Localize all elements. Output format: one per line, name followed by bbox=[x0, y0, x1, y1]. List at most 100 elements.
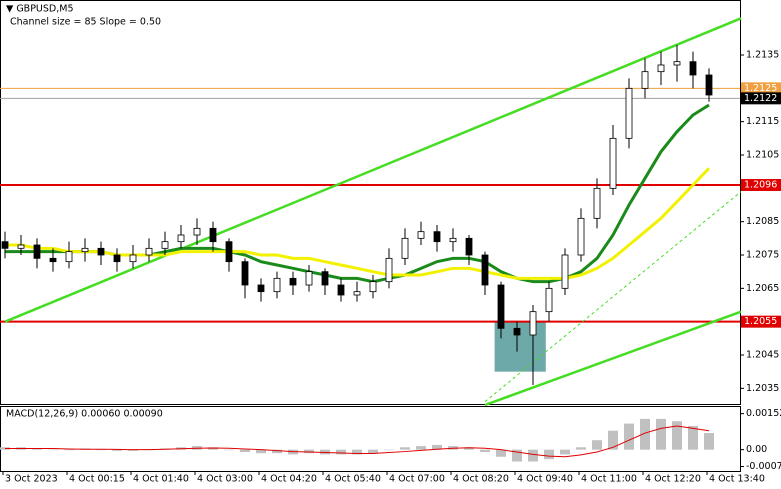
level-line-label-box bbox=[741, 315, 781, 328]
x-tick-label: 4 Oct 12:20 bbox=[645, 474, 701, 485]
y-tick-label: 1.2135 bbox=[746, 50, 779, 61]
macd-bar bbox=[240, 449, 250, 453]
candle-body bbox=[353, 291, 361, 296]
macd-signal bbox=[5, 425, 710, 458]
candle-body bbox=[417, 231, 425, 239]
candle-body bbox=[497, 284, 505, 329]
candle-body bbox=[273, 277, 281, 293]
macd-bar bbox=[496, 449, 506, 457]
candle-body bbox=[465, 237, 473, 256]
candle-body bbox=[337, 284, 345, 296]
candle-body bbox=[49, 257, 57, 263]
candle-body bbox=[513, 327, 521, 336]
macd-panel-frame bbox=[0, 406, 741, 472]
macd-y-tick-label: -0.00071 bbox=[746, 461, 781, 472]
macd-bar bbox=[96, 449, 106, 451]
candle-body bbox=[17, 244, 25, 249]
macd-bar bbox=[416, 446, 426, 450]
y-tick-label: 1.2105 bbox=[746, 150, 779, 161]
x-tick-label: 4 Oct 11:00 bbox=[581, 474, 637, 485]
candle-body bbox=[145, 247, 153, 256]
macd-y-tick-label: 0.00152 bbox=[746, 408, 781, 419]
candle-body bbox=[449, 237, 457, 243]
macd-bar bbox=[32, 448, 42, 450]
candle-body bbox=[529, 311, 537, 336]
macd-y-tick-label: 0.00 bbox=[746, 444, 767, 455]
macd-bar bbox=[544, 449, 554, 460]
candle-body bbox=[193, 227, 201, 236]
y-tick-label: 1.2065 bbox=[746, 283, 779, 294]
macd-bar bbox=[256, 449, 266, 454]
macd-bar bbox=[64, 449, 74, 451]
y-tick-label: 1.2035 bbox=[746, 383, 779, 394]
macd-label: MACD(12,26,9) 0.00060 0.00090 bbox=[6, 409, 163, 420]
candle-body bbox=[305, 271, 313, 286]
x-tick-label: 3 Oct 2023 bbox=[5, 474, 58, 485]
y-tick-label: 1.2045 bbox=[746, 350, 779, 361]
macd-bar bbox=[656, 418, 666, 450]
macd-bar bbox=[688, 425, 698, 450]
level-line-label: 1.2055 bbox=[744, 316, 777, 327]
candle-body bbox=[689, 61, 697, 76]
x-tick-label: 4 Oct 08:20 bbox=[453, 474, 509, 485]
candle-body bbox=[257, 284, 265, 293]
chart-title: ▼ GBPUSD,M5 bbox=[6, 4, 74, 15]
candle-body bbox=[1, 241, 9, 249]
macd-bar bbox=[384, 449, 394, 451]
macd-bar bbox=[432, 444, 442, 450]
x-tick-label: 4 Oct 01:40 bbox=[133, 474, 189, 485]
candle-body bbox=[545, 287, 553, 313]
macd-bar bbox=[368, 449, 378, 454]
macd-bar bbox=[480, 449, 490, 453]
x-tick-label: 4 Oct 13:40 bbox=[709, 474, 765, 485]
macd-bar bbox=[336, 449, 346, 455]
bid-line-label: 1.2122 bbox=[744, 93, 777, 104]
candle-body bbox=[225, 241, 233, 263]
candle-body bbox=[657, 64, 665, 73]
candle-body bbox=[561, 254, 569, 289]
candle-body bbox=[241, 261, 249, 286]
x-tick-label: 4 Oct 03:00 bbox=[197, 474, 253, 485]
macd-bar bbox=[560, 449, 570, 455]
moving-average bbox=[5, 167, 711, 280]
macd-bar bbox=[304, 449, 314, 454]
candle-body bbox=[321, 271, 329, 286]
candle-body bbox=[401, 237, 409, 259]
channel-middle bbox=[484, 191, 742, 403]
macd-bar bbox=[592, 440, 602, 450]
macd-bar bbox=[128, 449, 138, 451]
x-tick-label: 4 Oct 07:00 bbox=[389, 474, 445, 485]
macd-bar bbox=[608, 430, 618, 450]
x-tick-label: 4 Oct 05:40 bbox=[325, 474, 381, 485]
candle-body bbox=[97, 247, 105, 256]
ask-line-label-box bbox=[741, 82, 781, 95]
x-tick-label: 4 Oct 09:40 bbox=[517, 474, 573, 485]
channel-upper bbox=[4, 17, 742, 323]
candle-body bbox=[177, 234, 185, 243]
candle-body bbox=[129, 254, 137, 263]
x-tick-label: 4 Oct 04:20 bbox=[261, 474, 317, 485]
macd-bar bbox=[528, 449, 538, 462]
macd-bar bbox=[672, 421, 682, 450]
candle-body bbox=[609, 137, 617, 189]
candle-body bbox=[289, 277, 297, 286]
candle-body bbox=[113, 254, 121, 263]
candle-body bbox=[481, 254, 489, 286]
candle-body bbox=[33, 244, 41, 259]
macd-bar bbox=[400, 447, 410, 450]
macd-bar bbox=[224, 449, 234, 451]
bid-line-label-box bbox=[741, 92, 781, 105]
candle-body bbox=[369, 281, 377, 293]
x-tick-label: 4 Oct 00:15 bbox=[69, 474, 125, 485]
candle-body bbox=[625, 87, 633, 139]
macd-bar bbox=[640, 418, 650, 450]
macd-bar bbox=[48, 449, 58, 451]
candle-body bbox=[433, 231, 441, 243]
candle-body bbox=[673, 61, 681, 66]
main-panel-frame bbox=[0, 0, 741, 405]
macd-bar bbox=[624, 423, 634, 450]
candle-body bbox=[705, 74, 713, 96]
level-line-label-box bbox=[741, 179, 781, 191]
macd-bar bbox=[272, 449, 282, 454]
candle-body bbox=[65, 251, 73, 263]
